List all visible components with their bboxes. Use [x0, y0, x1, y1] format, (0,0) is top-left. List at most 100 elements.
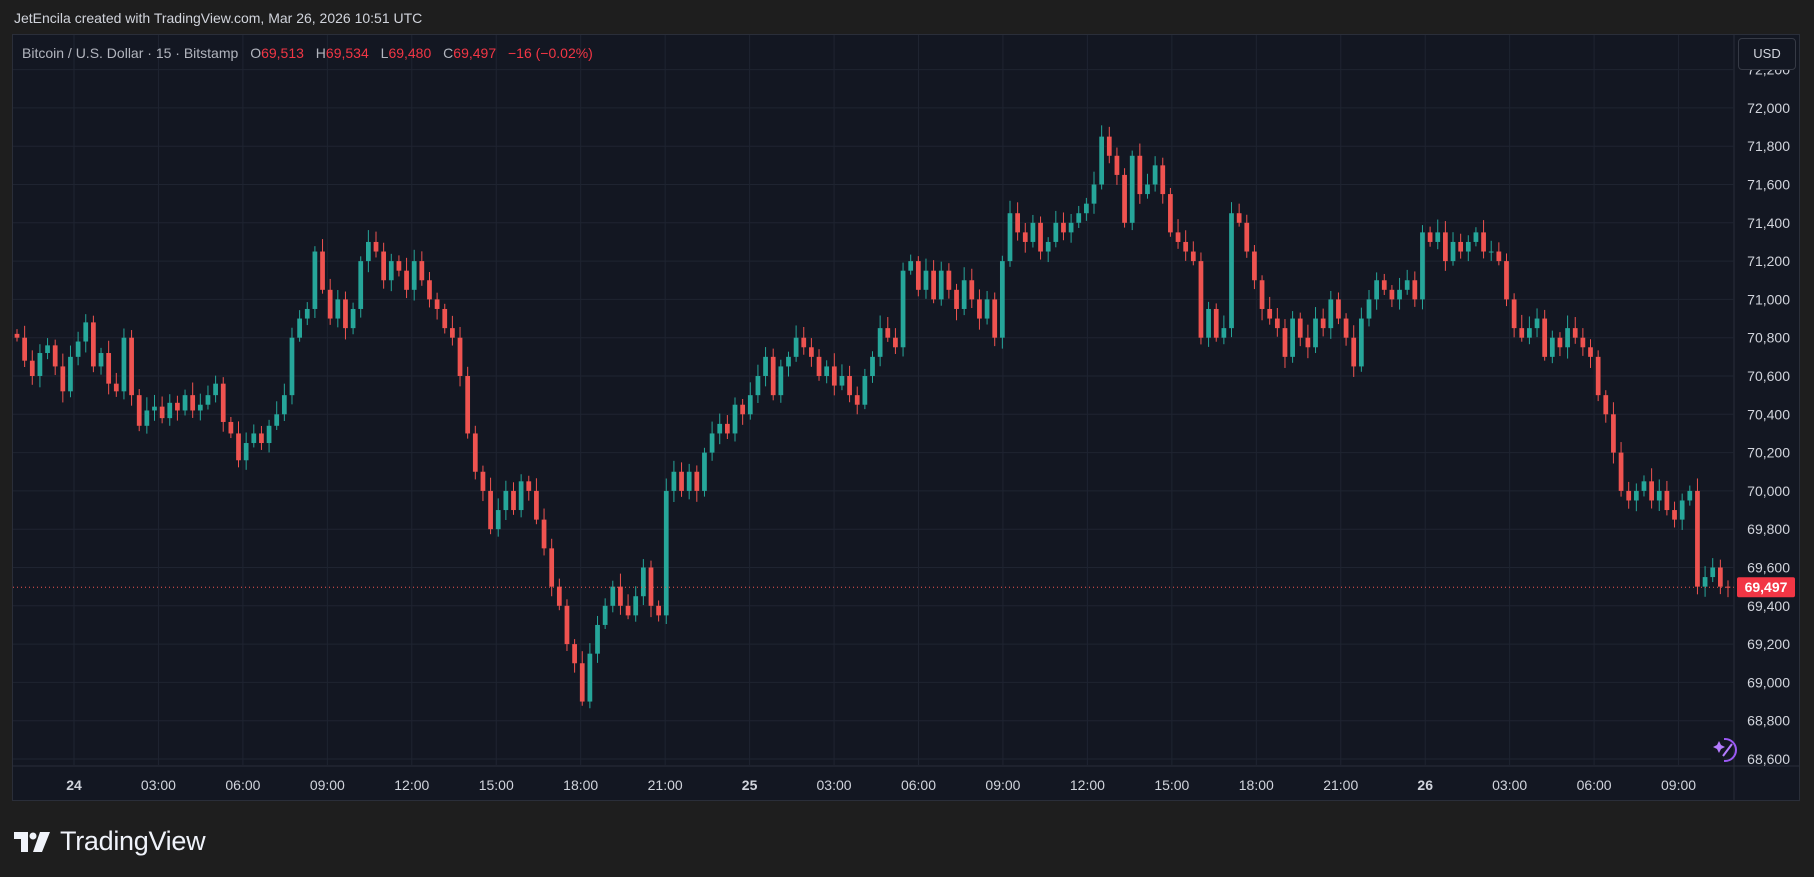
- candle: [999, 255, 1005, 349]
- candle: [854, 386, 860, 415]
- currency-button[interactable]: USD: [1738, 38, 1796, 70]
- y-tick-label: 71,600: [1747, 177, 1790, 193]
- candle: [717, 413, 723, 445]
- candle: [220, 377, 226, 432]
- candle: [1068, 213, 1074, 243]
- chart-legend: Bitcoin / U.S. Dollar · 15 · Bitstamp O 6…: [22, 45, 593, 61]
- candle: [427, 272, 432, 308]
- candle: [1458, 233, 1464, 259]
- candle: [1649, 468, 1654, 509]
- candle: [1588, 339, 1593, 368]
- candle: [358, 256, 364, 318]
- candle: [1633, 483, 1639, 512]
- candle: [1076, 205, 1082, 228]
- candle: [343, 291, 348, 340]
- x-tick-label: 18:00: [1239, 777, 1274, 793]
- candle: [893, 328, 898, 354]
- candle: [763, 347, 768, 387]
- candle: [465, 366, 471, 439]
- candle: [396, 255, 402, 277]
- y-tick-label: 68,600: [1747, 751, 1790, 767]
- legend-symbol: Bitcoin / U.S. Dollar · 15 · Bitstamp: [22, 45, 239, 61]
- legend-open-label: O: [250, 45, 262, 61]
- candle: [1183, 230, 1189, 261]
- x-tick-label: 03:00: [141, 777, 176, 793]
- candle: [572, 639, 577, 673]
- x-tick-label: 25: [742, 777, 758, 793]
- candle: [885, 317, 891, 342]
- legend-close: 69,497: [453, 45, 497, 61]
- candle: [679, 462, 684, 497]
- x-tick-label: 15:00: [479, 777, 514, 793]
- candle: [541, 508, 547, 556]
- time-axis[interactable]: 24 03:00 06:00 09:00 12:00 15:00 18:00 21:00 25 0…: [66, 777, 1696, 793]
- candle: [350, 302, 356, 335]
- y-tick-label: 70,600: [1747, 368, 1790, 384]
- candle: [45, 338, 50, 360]
- candle: [1427, 226, 1433, 247]
- candle: [1137, 143, 1143, 204]
- candle: [1091, 171, 1097, 214]
- candle: [450, 315, 455, 346]
- candle: [1313, 307, 1318, 354]
- y-tick-label: 71,200: [1747, 253, 1790, 269]
- chart-grid: [13, 35, 1799, 800]
- candle: [725, 415, 730, 440]
- candle: [1565, 315, 1570, 359]
- candle: [1672, 501, 1677, 528]
- candle: [335, 290, 341, 328]
- y-tick-label: 71,400: [1747, 215, 1790, 231]
- candle: [1580, 328, 1586, 356]
- candle: [1465, 235, 1471, 262]
- candle: [1099, 125, 1105, 190]
- candle: [1122, 168, 1127, 228]
- candle: [281, 383, 287, 422]
- last-price-label: 69,497: [1745, 579, 1788, 595]
- candle: [1343, 313, 1349, 346]
- x-tick-label: 21:00: [1323, 777, 1358, 793]
- candle: [320, 239, 325, 294]
- candle: [816, 349, 822, 381]
- candle: [1595, 350, 1601, 402]
- candle: [961, 267, 967, 316]
- candle: [29, 350, 35, 385]
- candle: [1534, 308, 1540, 338]
- tradingview-brand[interactable]: TradingView: [14, 826, 206, 857]
- candle: [251, 424, 257, 448]
- candle: [1022, 222, 1028, 253]
- candle: [213, 375, 218, 403]
- candle: [373, 231, 379, 258]
- x-tick-label: 24: [66, 777, 82, 793]
- candle: [91, 315, 96, 373]
- candle: [1053, 210, 1059, 248]
- candle: [648, 560, 654, 618]
- candle: [1259, 275, 1265, 321]
- candle: [503, 480, 509, 521]
- chart-panel[interactable]: [12, 34, 1800, 801]
- magic-wand-icon[interactable]: [1711, 736, 1737, 764]
- x-tick-label: 09:00: [310, 777, 345, 793]
- candle: [1190, 241, 1196, 266]
- legend-change: −16 (−0.02%): [508, 45, 593, 61]
- x-tick-label: 03:00: [817, 777, 852, 793]
- candle: [747, 382, 753, 420]
- candle: [1473, 227, 1479, 247]
- price-axis[interactable]: 68,600 68,800 69,000 69,200 69,400 69,600 69,8…: [1737, 62, 1795, 767]
- candle: [640, 559, 646, 606]
- candle: [1710, 558, 1716, 583]
- candle: [1412, 271, 1418, 307]
- candle: [900, 262, 906, 357]
- candle: [1725, 580, 1731, 598]
- x-tick-label: 06:00: [1577, 777, 1612, 793]
- candle: [1114, 147, 1120, 185]
- candle: [709, 421, 715, 461]
- candle: [534, 478, 539, 525]
- candle-series: [14, 125, 1731, 709]
- candle: [1229, 202, 1234, 338]
- candle: [1527, 316, 1532, 345]
- candle: [702, 447, 707, 497]
- candle: [977, 289, 982, 330]
- candle: [1351, 325, 1357, 377]
- candle: [159, 396, 165, 424]
